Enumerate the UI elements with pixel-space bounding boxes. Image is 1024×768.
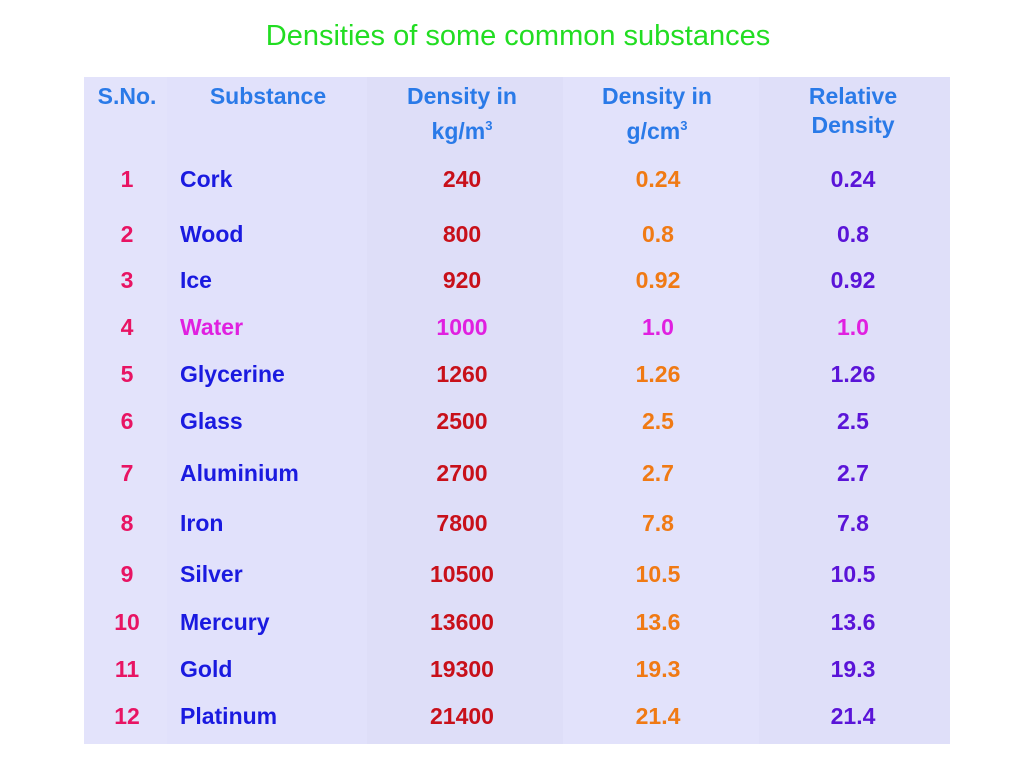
row-density-kgm: 800 [442,221,482,247]
table-row: 12 Platinum 21400 21.4 21.4 [84,701,950,731]
page-title: Densities of some common substances [265,20,771,52]
header-substance: Substance [184,82,352,111]
table-row: 9 Silver 10500 10.5 10.5 [84,559,950,589]
row-density-kgm: 19300 [430,656,494,682]
header-density-kgm-line1: Density in [407,83,517,109]
column-band-sno [84,77,167,744]
row-substance: Ice [180,267,212,293]
row-sno: 8 [120,510,134,536]
row-density-kgm: 2500 [436,408,488,434]
header-density-kgm: Density in kg/m3 [367,82,557,146]
row-substance: Gold [180,656,233,682]
table-row: 2 Wood 800 0.8 0.8 [84,219,950,249]
row-relative-density: 0.92 [830,267,876,293]
table-row: 6 Glass 2500 2.5 2.5 [84,406,950,436]
row-substance: Platinum [180,703,278,729]
row-relative-density: 10.5 [830,561,876,587]
table-row: 10 Mercury 13600 13.6 13.6 [84,607,950,637]
row-sno: 7 [120,460,134,486]
row-density-gcm: 13.6 [635,609,681,635]
row-density-gcm: 21.4 [635,703,681,729]
row-sno: 5 [120,361,134,387]
row-substance: Water [180,314,244,340]
row-relative-density: 0.24 [830,166,876,192]
row-substance: Glycerine [180,361,285,387]
header-sno: S.No. [84,82,170,111]
table-row: 3 Ice 920 0.92 0.92 [84,265,950,295]
row-density-kgm: 920 [442,267,482,293]
column-band-density-gcm [563,77,759,744]
row-sno: 2 [120,221,134,247]
row-density-gcm: 7.8 [642,510,674,536]
column-band-density-kgm [367,77,563,744]
row-relative-density: 1.26 [830,361,876,387]
table-row: 4 Water 1000 1.0 1.0 [84,312,950,342]
table-row: 11 Gold 19300 19.3 19.3 [84,654,950,684]
row-sno: 9 [120,561,134,587]
header-density-kgm-unit: kg/m [431,118,486,144]
row-density-kgm: 240 [442,166,482,192]
table-row: 7 Aluminium 2700 2.7 2.7 [84,458,950,488]
row-density-kgm: 7800 [436,510,488,536]
row-substance: Glass [180,408,243,434]
row-density-gcm: 2.5 [642,408,674,434]
row-density-kgm: 2700 [436,460,488,486]
table-row: 1 Cork 240 0.24 0.24 [84,164,950,194]
row-density-gcm: 0.92 [635,267,681,293]
header-relative-density: Relative Density [759,82,947,140]
row-relative-density: 7.8 [837,510,869,536]
row-density-kgm: 10500 [430,561,494,587]
row-density-kgm: 21400 [430,703,494,729]
density-table: S.No. Substance Density in kg/m3 Density… [84,77,950,744]
header-sno-label: S.No. [97,83,157,109]
header-density-gcm-unit: g/cm [626,118,681,144]
row-density-kgm: 1000 [436,314,488,340]
column-band-relative-density [759,77,950,744]
row-density-gcm: 1.26 [635,361,681,387]
header-density-gcm-line1: Density in [602,83,712,109]
row-density-kgm: 1260 [436,361,488,387]
row-substance: Iron [180,510,224,536]
row-density-gcm: 0.8 [642,221,674,247]
header-density-kgm-line2: kg/m3 [367,111,557,146]
row-sno: 1 [120,166,134,192]
row-sno: 12 [114,703,140,729]
column-band-substance [167,77,367,744]
table-row: 8 Iron 7800 7.8 7.8 [84,508,950,538]
row-relative-density: 13.6 [830,609,876,635]
row-sno: 10 [114,609,140,635]
row-sno: 6 [120,408,134,434]
header-density-gcm-exponent: 3 [680,118,688,133]
row-relative-density: 2.7 [837,460,869,486]
row-density-gcm: 0.24 [635,166,681,192]
row-relative-density: 2.5 [837,408,869,434]
row-substance: Silver [180,561,243,587]
row-relative-density: 19.3 [830,656,876,682]
row-substance: Cork [180,166,233,192]
row-substance: Wood [180,221,244,247]
header-relative-density-line2: Density [811,112,895,138]
header-density-gcm: Density in g/cm3 [563,82,751,146]
header-substance-label: Substance [209,83,327,109]
row-substance: Mercury [180,609,270,635]
row-density-gcm: 10.5 [635,561,681,587]
table-row: 5 Glycerine 1260 1.26 1.26 [84,359,950,389]
row-sno: 4 [120,314,134,340]
row-relative-density: 21.4 [830,703,876,729]
row-density-gcm: 19.3 [635,656,681,682]
row-relative-density: 0.8 [837,221,869,247]
row-density-gcm: 2.7 [642,460,674,486]
row-relative-density: 1.0 [837,314,869,340]
header-density-kgm-exponent: 3 [485,118,493,133]
row-density-gcm: 1.0 [642,314,674,340]
header-relative-density-line1: Relative [808,83,898,109]
row-substance: Aluminium [180,460,299,486]
header-density-gcm-line2: g/cm3 [563,111,751,146]
row-sno: 11 [114,656,140,682]
row-density-kgm: 13600 [430,609,494,635]
row-sno: 3 [120,267,134,293]
